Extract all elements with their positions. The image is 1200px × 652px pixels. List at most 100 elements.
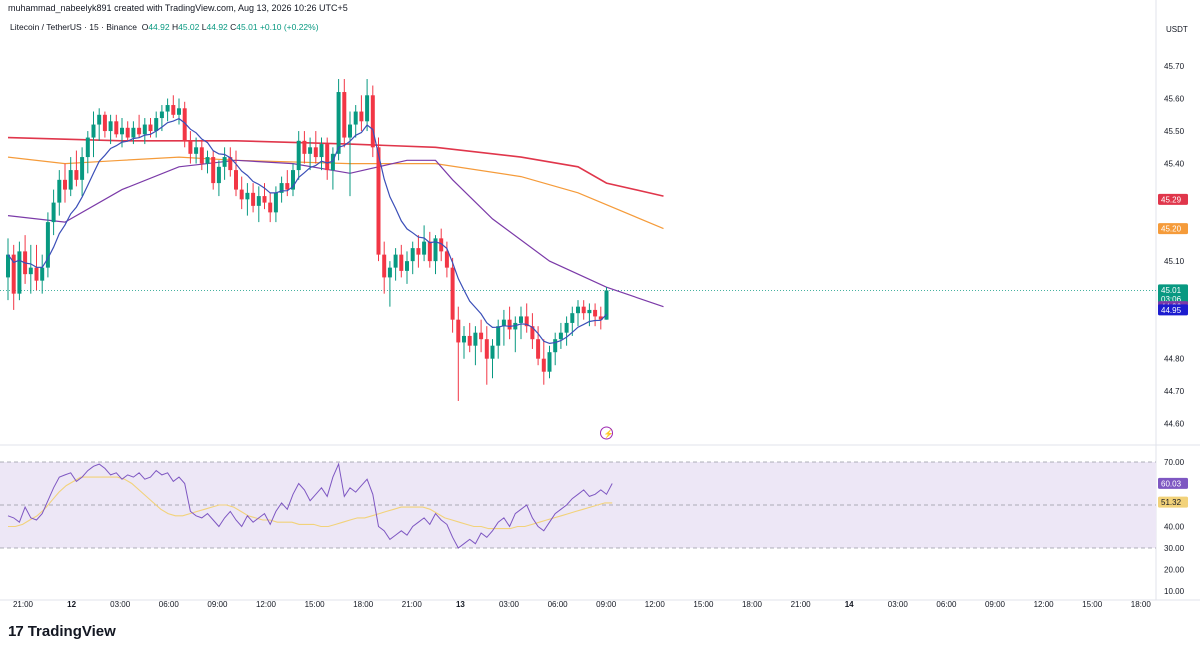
time-tick-label: 21:00: [791, 600, 812, 609]
candle-body: [416, 248, 421, 255]
candle-body: [330, 153, 335, 171]
candle-body: [256, 196, 261, 206]
candle-body: [102, 114, 107, 132]
candle-body: [587, 309, 592, 314]
candle-body: [108, 121, 113, 132]
candle: [57, 170, 62, 216]
open-value: 44.92: [148, 22, 170, 32]
ma-orange-line: [7, 156, 664, 230]
candle-body: [199, 147, 204, 164]
candle-body: [530, 326, 535, 340]
candle: [410, 241, 415, 275]
price-label-text: 44.95: [1161, 306, 1182, 315]
candle-body: [576, 306, 580, 314]
candle-body: [444, 251, 449, 268]
candle-body: [85, 137, 90, 158]
price-label-badge: [1158, 223, 1188, 235]
time-tick-label: 06:00: [548, 600, 569, 609]
price-tick-label: 45.40: [1164, 160, 1185, 169]
candle-body: [165, 105, 170, 112]
candle-body: [234, 170, 238, 190]
candle: [564, 316, 569, 346]
candle-body: [382, 254, 387, 278]
time-tick-label: 03:00: [888, 600, 909, 609]
candle-body: [296, 140, 301, 171]
candle-body: [154, 118, 159, 132]
symbol-title[interactable]: Litecoin / TetherUS · 15 · Binance: [10, 22, 137, 32]
candle-body: [519, 316, 523, 323]
time-tick-label: 12:00: [1034, 600, 1055, 609]
candle-body: [484, 339, 489, 359]
open-label: O: [141, 22, 149, 32]
candle-body: [205, 157, 210, 164]
lightning-icon: [600, 426, 613, 440]
candle-body: [405, 261, 409, 271]
time-tick-label: 21:00: [13, 600, 34, 609]
rsi-value-text: 51.32: [1161, 498, 1182, 507]
candle: [490, 339, 495, 379]
candle-body: [558, 332, 563, 340]
candle: [11, 244, 16, 310]
rsi-line: [7, 462, 613, 549]
candle: [251, 183, 256, 213]
candle: [308, 137, 313, 171]
candle: [450, 257, 455, 333]
candle: [479, 319, 484, 353]
candle: [604, 287, 609, 320]
candle-body: [268, 202, 273, 213]
candle-body: [393, 254, 398, 268]
candle-body: [171, 105, 176, 115]
candle-body: [308, 147, 313, 154]
time-tick-label: 15:00: [693, 600, 714, 609]
rsi-value-badge: [1158, 496, 1188, 508]
candle: [325, 137, 330, 180]
candle-body: [40, 267, 45, 281]
candle-body: [91, 124, 96, 138]
candle-body: [365, 95, 370, 122]
candle: [45, 212, 50, 278]
candle-body: [68, 170, 73, 190]
candle: [422, 225, 427, 262]
candle: [28, 244, 33, 294]
candle: [513, 316, 518, 353]
candle-body: [536, 339, 541, 359]
credit-text: muhammad_nabeelyk891 created with Tradin…: [8, 3, 348, 13]
candle-body: [285, 183, 290, 190]
candle-body: [222, 157, 227, 167]
candle-body: [177, 108, 181, 115]
time-tick-label: 18:00: [742, 600, 763, 609]
candle: [399, 244, 404, 278]
high-value: 45.02: [178, 22, 200, 32]
candle: [507, 306, 512, 340]
candle-body: [45, 222, 50, 268]
candle: [114, 114, 119, 138]
candle-body: [273, 192, 278, 213]
candle: [581, 300, 586, 320]
candle: [234, 150, 238, 197]
time-tick-label: 06:00: [936, 600, 957, 609]
candle: [194, 137, 199, 164]
candle-body: [159, 111, 164, 119]
close-value: 45.01: [236, 22, 258, 32]
candle-body: [496, 326, 501, 346]
candle-body: [348, 124, 352, 138]
candle: [484, 326, 489, 385]
candle-body: [399, 254, 404, 271]
candle-body: [370, 95, 375, 148]
candle-body: [302, 140, 307, 154]
time-tick-label: 18:00: [1131, 600, 1152, 609]
candle-body: [456, 319, 461, 343]
candle-body: [501, 319, 506, 327]
tradingview-logo[interactable]: 17 TradingView: [8, 623, 116, 640]
candle-body: [359, 111, 364, 122]
candle: [541, 339, 546, 385]
candle: [245, 183, 250, 216]
candle-body: [6, 254, 10, 278]
tradingview-logo-mark: 17: [8, 623, 24, 640]
candle: [462, 326, 466, 359]
candle: [598, 306, 603, 330]
time-tick-label: 15:00: [1082, 600, 1103, 609]
candle-body: [80, 157, 85, 180]
candle-body: [131, 127, 136, 138]
